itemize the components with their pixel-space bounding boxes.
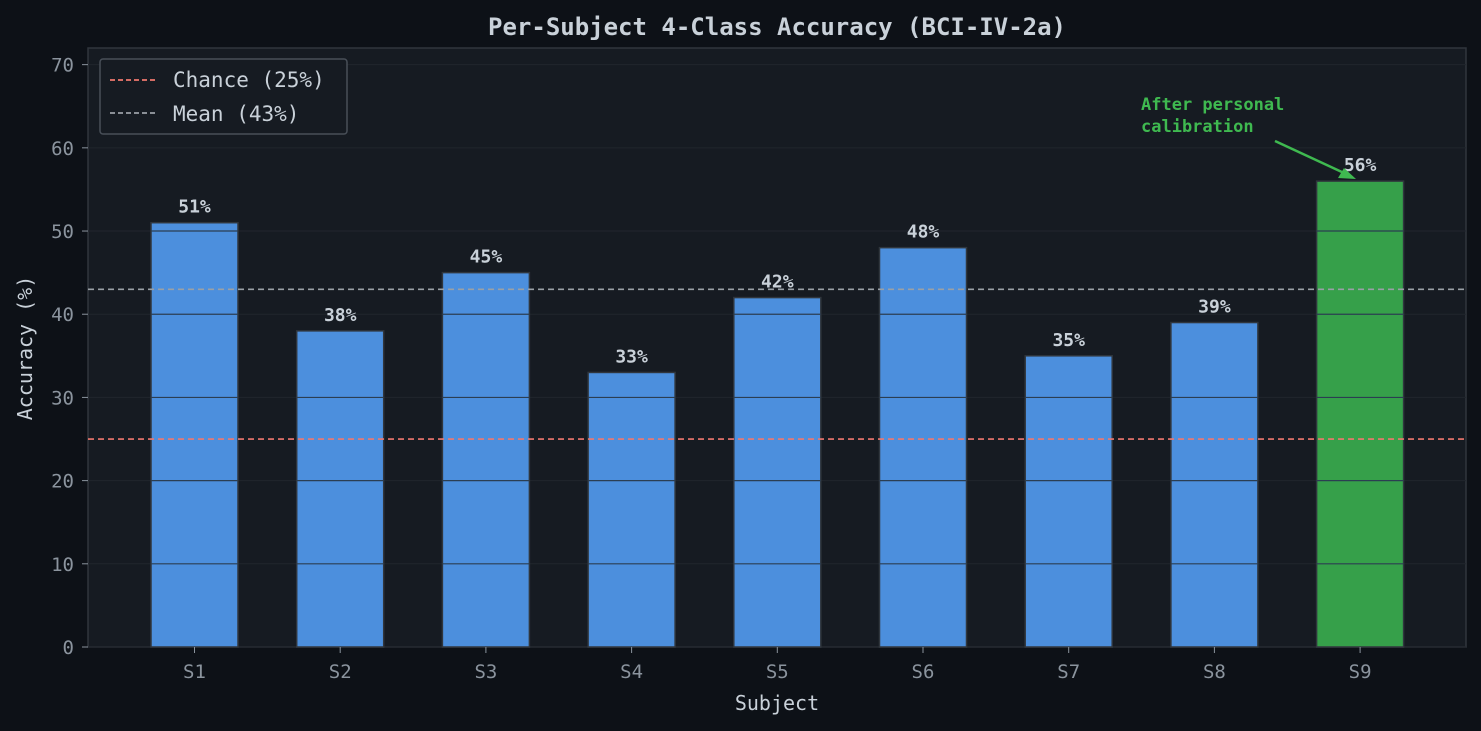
bar-S3: [441, 271, 531, 648]
data-label-S5: 42%: [761, 272, 794, 293]
bar-S5: [733, 296, 822, 648]
x-tick-label-S6: S6: [912, 661, 935, 683]
x-tick-label-S2: S2: [329, 661, 352, 683]
y-tick-label-50: 50: [51, 221, 74, 243]
y-tick-label-70: 70: [51, 55, 74, 77]
x-axis-ticks: S1 S2 S3 S4 S5 S6 S7 S8 S9: [183, 647, 1372, 683]
y-tick-label-20: 20: [51, 471, 74, 493]
bar-S7: [1024, 355, 1113, 648]
data-label-S3: 45%: [470, 247, 503, 268]
annotation-line-1: After personal: [1141, 95, 1284, 115]
legend: Chance (25%) Mean (43%): [99, 58, 348, 135]
data-label-S6: 48%: [907, 222, 940, 243]
x-tick-label-S7: S7: [1057, 661, 1080, 683]
y-tick-label-0: 0: [63, 637, 74, 659]
annotation-arrow-line: [1274, 139, 1345, 175]
y-tick-label-10: 10: [51, 554, 74, 576]
bar-S4: [587, 371, 676, 648]
y-tick-label-60: 60: [51, 138, 74, 160]
x-tick-label-S9: S9: [1349, 661, 1372, 683]
legend-mean-label: Mean (43%): [173, 102, 299, 126]
x-tick-label-S1: S1: [183, 661, 206, 683]
x-tick-label-S8: S8: [1203, 661, 1226, 683]
data-label-S2: 38%: [324, 305, 357, 326]
bar-S9: [1315, 180, 1405, 648]
data-label-S4: 33%: [615, 346, 648, 367]
annotation-arrowhead: [1338, 168, 1356, 179]
data-label-S7: 35%: [1052, 330, 1085, 351]
bar-S1: [150, 221, 239, 648]
legend-chance-label: Chance (25%): [173, 68, 325, 92]
data-label-S9: 56%: [1344, 155, 1377, 176]
bar-S2: [295, 330, 385, 648]
legend-box: [99, 58, 348, 135]
y-axis-label: Accuracy (%): [13, 276, 37, 421]
y-tick-label-30: 30: [51, 387, 74, 409]
x-tick-label-S3: S3: [474, 661, 497, 683]
x-axis-label: Subject: [735, 691, 819, 715]
bar-S8: [1170, 321, 1259, 648]
annotation-line-2: calibration: [1141, 117, 1254, 137]
bar-S6: [878, 246, 968, 648]
x-tick-label-S4: S4: [620, 661, 643, 683]
data-label-S8: 39%: [1198, 297, 1231, 318]
bars: 51% 38% 45% 33% 42% 48% 35% 39% 56%: [150, 155, 1405, 648]
y-axis-ticks: 0 10 20 30 40 50 60 70: [51, 55, 88, 659]
annotation: After personal calibration: [1141, 95, 1356, 179]
chart-title: Per-Subject 4-Class Accuracy (BCI-IV-2a): [488, 13, 1066, 41]
x-tick-label-S5: S5: [766, 661, 789, 683]
data-label-S1: 51%: [178, 197, 211, 218]
y-tick-label-40: 40: [51, 304, 74, 326]
